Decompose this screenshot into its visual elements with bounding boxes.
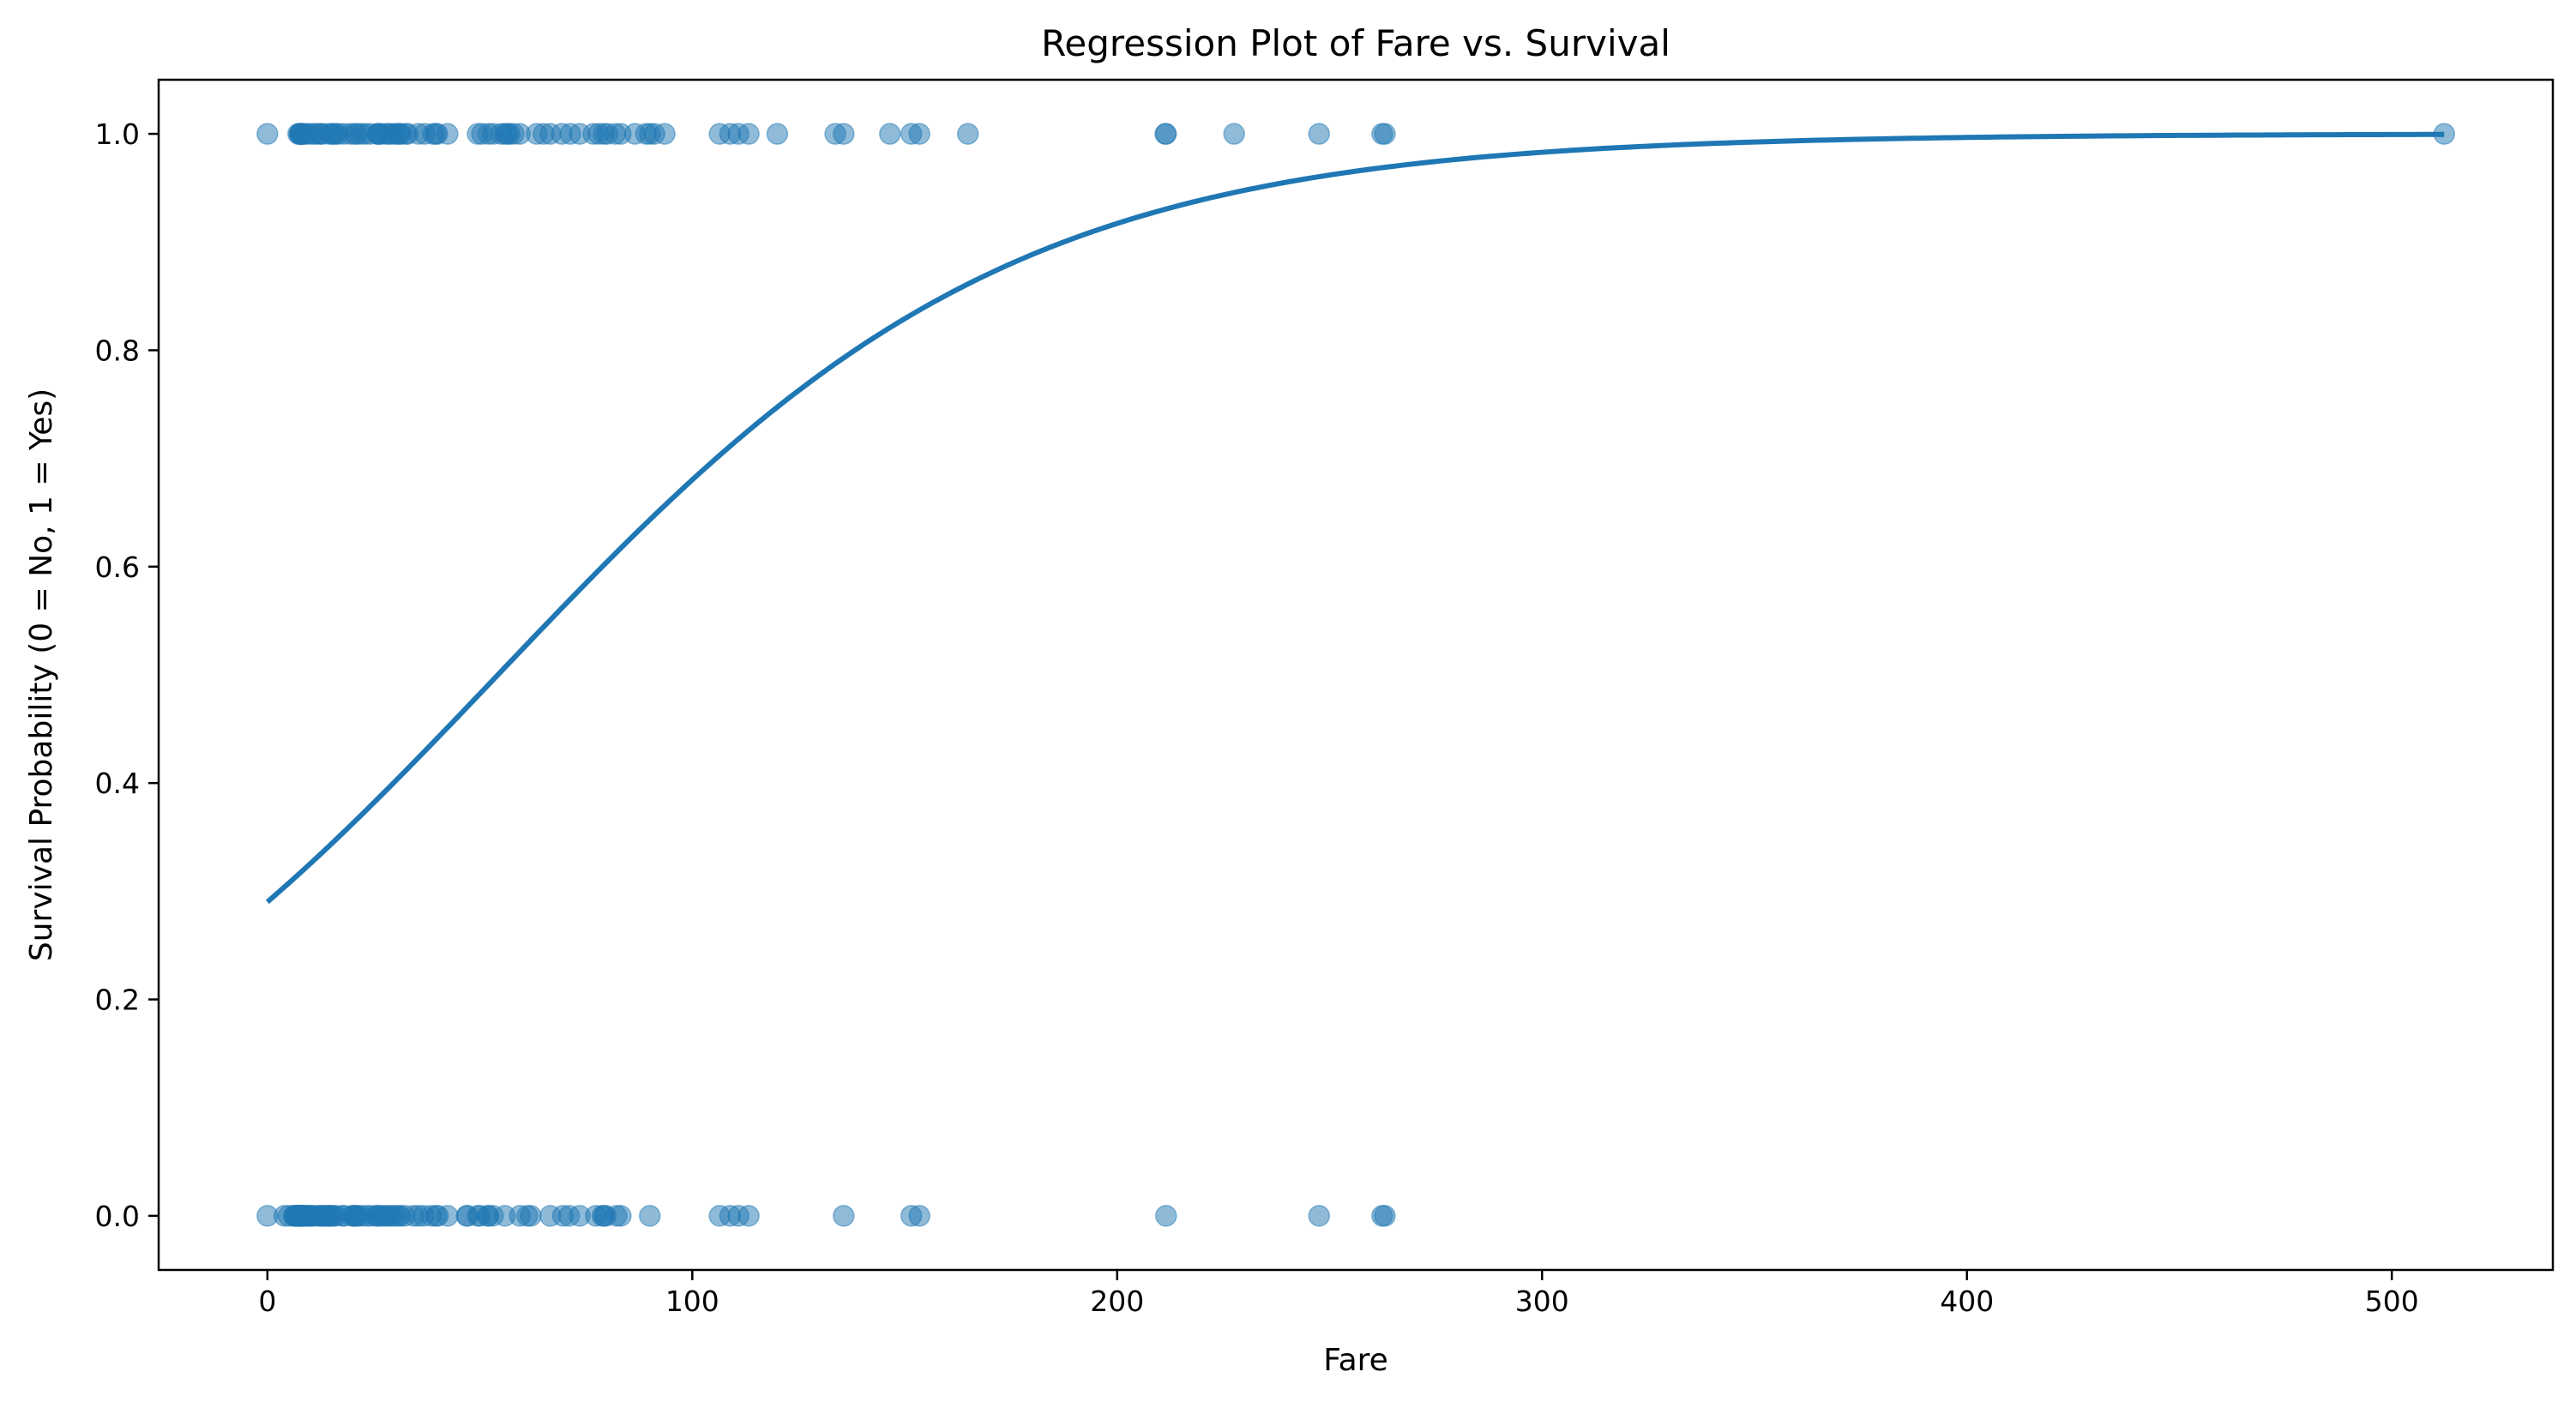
- data-point: [908, 1205, 930, 1227]
- data-point: [1223, 123, 1245, 145]
- data-point: [1155, 1205, 1177, 1227]
- plot-frame: [157, 78, 2555, 1272]
- data-point: [1155, 123, 1177, 145]
- y-tick-label: 0.8: [95, 334, 140, 367]
- data-point: [1374, 123, 1396, 145]
- data-point: [908, 123, 930, 145]
- regression-line: [265, 131, 2445, 905]
- scatter-series-1: [256, 123, 2456, 145]
- data-point: [833, 1205, 855, 1227]
- y-tick-label: 0.4: [95, 767, 140, 800]
- data-point: [833, 123, 855, 145]
- y-tick-label: 0.2: [95, 984, 140, 1017]
- data-point: [1308, 123, 1330, 145]
- y-tick-label: 1.0: [95, 117, 140, 151]
- data-point: [436, 1205, 459, 1227]
- x-axis-label: Fare: [1323, 1343, 1388, 1378]
- data-point: [520, 1205, 542, 1227]
- data-point: [256, 123, 279, 145]
- chart-title: Regression Plot of Fare vs. Survival: [1041, 22, 1670, 64]
- data-point: [1374, 1205, 1396, 1227]
- data-point: [1308, 1205, 1330, 1227]
- data-point: [436, 123, 459, 145]
- data-point: [639, 1205, 661, 1227]
- x-tick-label: 400: [1940, 1285, 1994, 1318]
- data-point: [737, 123, 760, 145]
- x-axis: 0 100 200 300 400 500: [258, 1270, 2419, 1318]
- data-point: [610, 1205, 632, 1227]
- x-tick-label: 500: [2365, 1285, 2419, 1318]
- y-tick-label: 0.0: [95, 1200, 140, 1233]
- data-point: [766, 123, 789, 145]
- plot-marks: [256, 123, 2456, 1227]
- data-point: [653, 123, 676, 145]
- x-tick-label: 300: [1515, 1285, 1569, 1318]
- y-tick-label: 0.6: [95, 551, 140, 584]
- x-tick-label: 200: [1090, 1285, 1144, 1318]
- y-axis: 0.0 0.2 0.4 0.6 0.8 1.0: [95, 117, 159, 1233]
- y-axis-label: Survival Probability (0 = No, 1 = Yes): [24, 388, 59, 961]
- x-tick-label: 100: [665, 1285, 719, 1318]
- data-point: [956, 123, 979, 145]
- scatter-series-0: [256, 1205, 1396, 1227]
- x-tick-label: 0: [258, 1285, 276, 1318]
- data-point: [879, 123, 901, 145]
- data-point: [737, 1205, 760, 1227]
